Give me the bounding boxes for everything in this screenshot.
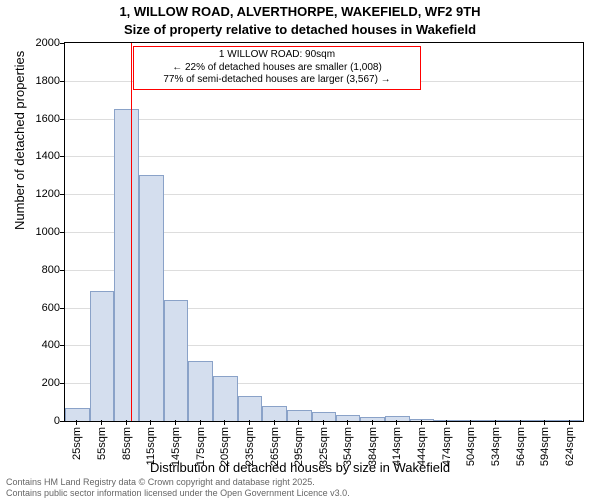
chart-title-sub: Size of property relative to detached ho… (0, 22, 600, 37)
gridline (65, 156, 583, 157)
ytick-label: 1600 (10, 113, 60, 125)
xtick-mark (372, 420, 373, 425)
xtick-mark (520, 420, 521, 425)
xtick-mark (323, 420, 324, 425)
xtick-mark (200, 420, 201, 425)
xtick-label: 594sqm (539, 427, 551, 466)
ytick-label: 800 (10, 264, 60, 276)
xtick-mark (175, 420, 176, 425)
ytick-mark (60, 232, 65, 233)
histogram-bar (114, 109, 139, 421)
xtick-label: 414sqm (391, 427, 403, 466)
xtick-mark (224, 420, 225, 425)
xtick-mark (396, 420, 397, 425)
xtick-mark (421, 420, 422, 425)
histogram-bar (238, 396, 263, 421)
ytick-label: 1000 (10, 226, 60, 238)
ytick-mark (60, 43, 65, 44)
histogram-bar (262, 406, 287, 421)
xtick-mark (298, 420, 299, 425)
callout-line: 77% of semi-detached houses are larger (… (140, 74, 414, 87)
chart-title-main: 1, WILLOW ROAD, ALVERTHORPE, WAKEFIELD, … (0, 4, 600, 19)
xtick-label: 25sqm (71, 427, 83, 460)
ytick-mark (60, 345, 65, 346)
xtick-label: 624sqm (564, 427, 576, 466)
callout-line: 1 WILLOW ROAD: 90sqm (140, 49, 414, 62)
plot-area: 1 WILLOW ROAD: 90sqm← 22% of detached ho… (64, 42, 584, 422)
xtick-mark (126, 420, 127, 425)
ytick-label: 1200 (10, 188, 60, 200)
footer-line: Contains HM Land Registry data © Crown c… (6, 477, 350, 487)
histogram-bar (434, 420, 459, 422)
histogram-bar (533, 420, 558, 421)
xtick-mark (347, 420, 348, 425)
property-marker-line (131, 43, 132, 421)
xtick-mark (569, 420, 570, 425)
histogram-bar (385, 416, 410, 421)
histogram-bar (508, 420, 533, 421)
xtick-mark (470, 420, 471, 425)
ytick-label: 0 (10, 415, 60, 427)
ytick-mark (60, 194, 65, 195)
xtick-mark (495, 420, 496, 425)
property-size-chart: 1, WILLOW ROAD, ALVERTHORPE, WAKEFIELD, … (0, 0, 600, 500)
xtick-mark (76, 420, 77, 425)
property-callout: 1 WILLOW ROAD: 90sqm← 22% of detached ho… (133, 46, 421, 90)
xtick-mark (249, 420, 250, 425)
xtick-label: 265sqm (269, 427, 281, 466)
histogram-bar (287, 410, 312, 421)
ytick-mark (60, 308, 65, 309)
xtick-label: 85sqm (121, 427, 133, 460)
xtick-label: 444sqm (416, 427, 428, 466)
ytick-label: 2000 (10, 37, 60, 49)
histogram-bar (90, 291, 115, 421)
xtick-label: 145sqm (170, 427, 182, 466)
ytick-label: 200 (10, 377, 60, 389)
xtick-label: 325sqm (318, 427, 330, 466)
ytick-mark (60, 156, 65, 157)
xtick-label: 534sqm (490, 427, 502, 466)
xtick-label: 205sqm (219, 427, 231, 466)
ytick-mark (60, 119, 65, 120)
callout-line: ← 22% of detached houses are smaller (1,… (140, 62, 414, 75)
ytick-label: 1400 (10, 150, 60, 162)
xtick-mark (446, 420, 447, 425)
ytick-mark (60, 81, 65, 82)
footer-line: Contains public sector information licen… (6, 488, 350, 498)
ytick-mark (60, 383, 65, 384)
xtick-mark (101, 420, 102, 425)
histogram-bar (139, 175, 164, 421)
gridline (65, 119, 583, 120)
xtick-label: 354sqm (342, 427, 354, 466)
histogram-bar (459, 420, 484, 421)
xtick-label: 384sqm (367, 427, 379, 466)
xtick-label: 115sqm (145, 427, 157, 465)
xtick-label: 235sqm (244, 427, 256, 466)
histogram-bar (65, 408, 90, 421)
xtick-mark (150, 420, 151, 425)
xtick-label: 564sqm (515, 427, 527, 466)
xtick-label: 55sqm (96, 427, 108, 460)
xtick-mark (274, 420, 275, 425)
ytick-label: 600 (10, 302, 60, 314)
ytick-label: 400 (10, 339, 60, 351)
histogram-bar (188, 361, 213, 421)
ytick-label: 1800 (10, 75, 60, 87)
xtick-mark (544, 420, 545, 425)
attribution-footer: Contains HM Land Registry data © Crown c… (6, 477, 350, 498)
xtick-label: 474sqm (441, 427, 453, 466)
histogram-bar (164, 300, 189, 421)
histogram-bar (360, 417, 385, 421)
histogram-bar (213, 376, 238, 421)
xtick-label: 504sqm (465, 427, 477, 466)
xtick-label: 295sqm (293, 427, 305, 466)
ytick-mark (60, 421, 65, 422)
ytick-mark (60, 270, 65, 271)
xtick-label: 175sqm (195, 427, 207, 466)
